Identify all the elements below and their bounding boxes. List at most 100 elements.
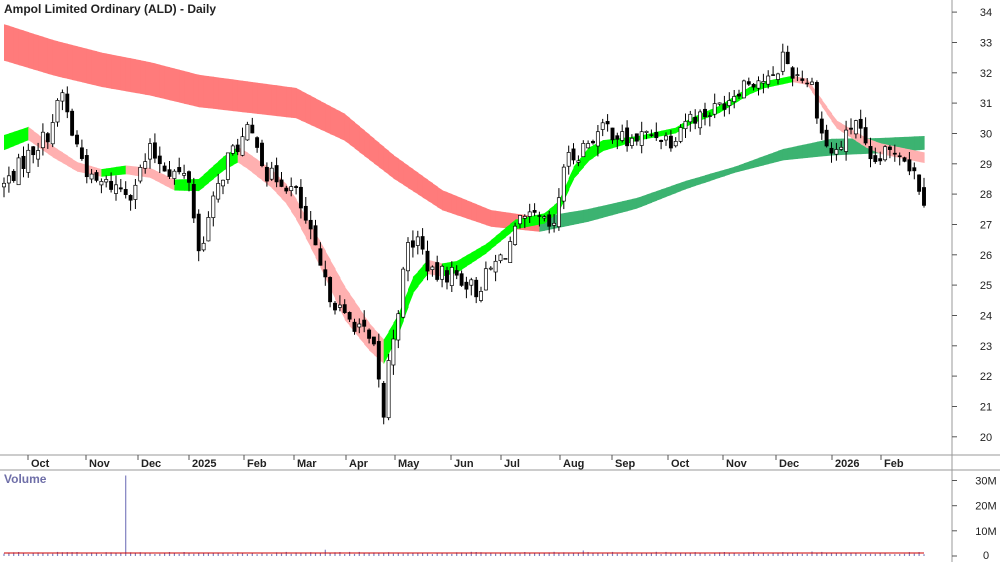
candle-body	[887, 146, 892, 150]
candle-body	[45, 133, 50, 143]
candle-body	[858, 118, 863, 129]
candle-body	[410, 240, 415, 248]
long-term-band-segment	[262, 83, 268, 115]
volume-tick-label: 30M	[975, 476, 996, 488]
candle-body	[425, 250, 430, 272]
candle-body	[600, 122, 605, 130]
time-tick-label: Nov	[726, 458, 748, 470]
long-term-band-segment	[471, 202, 477, 222]
candle-body	[337, 304, 342, 308]
candle-body	[445, 270, 449, 283]
long-term-band-segment	[154, 63, 161, 98]
candle-body	[138, 167, 143, 182]
price-tick-label: 21	[980, 402, 992, 414]
long-term-band-segment	[266, 84, 273, 116]
candle-body	[245, 124, 250, 141]
long-term-band-segment	[335, 108, 341, 139]
short-term-band-segment	[461, 255, 467, 270]
long-term-band-segment	[383, 146, 390, 175]
short-term-band-segment	[77, 162, 83, 173]
long-term-band-segment	[315, 98, 321, 130]
candle-body	[279, 179, 284, 187]
candle-body	[221, 179, 225, 187]
short-term-band-segment	[213, 161, 219, 179]
long-term-band-segment	[792, 145, 798, 160]
long-term-band-segment	[709, 172, 716, 182]
long-term-band-segment	[641, 194, 648, 207]
candle-body	[649, 134, 654, 136]
short-term-band-segment	[490, 236, 497, 250]
long-term-band-segment	[57, 41, 63, 78]
long-term-band-segment	[432, 183, 438, 208]
short-term-band-segment	[23, 126, 29, 143]
candle-body	[785, 51, 790, 65]
long-term-band-segment	[685, 179, 691, 190]
long-term-band-segment	[427, 179, 433, 204]
candle-body	[586, 143, 591, 149]
candle-body	[211, 195, 216, 218]
candle-body	[449, 267, 454, 286]
long-term-band-segment	[739, 163, 745, 172]
candle-body	[79, 147, 84, 159]
candle-body	[722, 103, 727, 110]
short-term-band-segment	[500, 227, 506, 242]
candle-body	[284, 187, 289, 192]
candle-body	[298, 186, 303, 209]
candle-body	[60, 92, 65, 102]
price-tick-label: 29	[980, 159, 992, 171]
long-term-band-segment	[296, 88, 302, 121]
ribbon-bands	[4, 24, 925, 364]
time-tick-label: Apr	[349, 458, 369, 470]
candle-body	[454, 270, 459, 276]
short-term-band-segment	[466, 252, 472, 267]
short-term-band-segment	[125, 165, 132, 175]
time-tick-label: Nov	[89, 458, 111, 470]
short-term-band-segment	[101, 168, 107, 177]
long-term-band-segment	[281, 86, 287, 118]
long-term-band-segment	[393, 155, 399, 182]
price-tick-label: 27	[980, 220, 992, 232]
candle-body	[912, 167, 917, 172]
long-term-band-segment	[505, 212, 511, 229]
candle-body	[615, 135, 620, 140]
candle-body	[420, 236, 425, 250]
short-term-band-segment	[4, 133, 10, 151]
candle-body	[216, 183, 221, 200]
long-term-band-segment	[622, 200, 628, 213]
candle-body	[464, 281, 469, 290]
price-tick-label: 32	[980, 68, 992, 80]
candle-body	[440, 265, 445, 280]
short-term-band-segment	[914, 150, 920, 162]
candle-body	[518, 215, 522, 225]
short-term-band-segment	[198, 174, 205, 192]
candle-body	[167, 169, 172, 177]
long-term-band-segment	[588, 207, 594, 222]
candle-body	[917, 174, 922, 192]
long-term-band-segment	[563, 212, 570, 227]
long-term-band-segment	[91, 50, 98, 86]
short-term-band-segment	[67, 155, 73, 169]
long-term-band-segment	[456, 196, 463, 217]
short-term-band-segment	[578, 154, 584, 174]
candle-body	[406, 242, 410, 272]
short-term-band-segment	[485, 240, 492, 254]
candle-body	[230, 145, 235, 154]
long-term-band-segment	[62, 42, 68, 79]
long-term-band-segment	[578, 209, 584, 224]
long-term-band-segment	[247, 81, 253, 114]
candle-body	[206, 217, 211, 242]
candle-body	[36, 150, 41, 160]
candle-body	[805, 82, 810, 85]
candle-body	[289, 186, 294, 191]
long-term-band-segment	[378, 142, 385, 171]
candle-body	[21, 155, 26, 169]
candle-body	[639, 131, 644, 146]
long-term-band-segment	[198, 74, 205, 108]
candle-body	[829, 147, 834, 154]
short-term-band-segment	[106, 167, 112, 177]
short-term-band-segment	[524, 216, 531, 228]
long-term-band-segment	[28, 32, 34, 70]
long-term-band-segment	[227, 78, 234, 112]
candle-body	[771, 74, 776, 76]
